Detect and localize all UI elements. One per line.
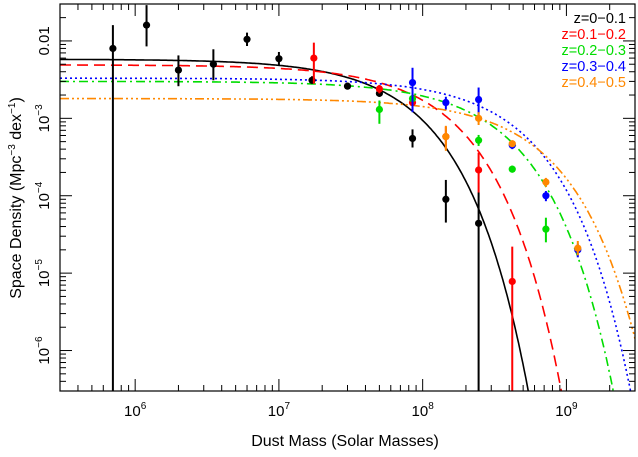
x-tick-label: 108 bbox=[412, 401, 435, 420]
y-tick-label: 10−5 bbox=[34, 259, 53, 288]
axis-ticks bbox=[59, 3, 636, 392]
data-point bbox=[542, 225, 550, 233]
fit-curve bbox=[60, 58, 530, 391]
y-tick-label: 0.01 bbox=[36, 26, 53, 55]
y-tick-label: 10−4 bbox=[34, 181, 53, 210]
data-point bbox=[375, 85, 383, 93]
data-point bbox=[174, 66, 183, 74]
x-tick-label: 109 bbox=[555, 401, 578, 420]
axis-tick-labels: 106 107 108 109 0.01 10−3 10−4 10−5 10−6 bbox=[34, 26, 578, 420]
data-point bbox=[508, 277, 516, 286]
y-tick-label: 10−6 bbox=[34, 336, 53, 365]
data-point bbox=[243, 35, 251, 43]
legend-entry: z=0.1−0.2 bbox=[562, 27, 627, 43]
fit-curve bbox=[60, 64, 563, 391]
data-point bbox=[408, 78, 417, 87]
x-tick-label: 107 bbox=[268, 401, 291, 420]
data-point bbox=[508, 140, 516, 148]
data-point bbox=[442, 195, 450, 203]
data-point bbox=[408, 134, 417, 143]
x-tick-label: 106 bbox=[124, 401, 147, 420]
data-point bbox=[542, 192, 550, 200]
x-axis-title: Dust Mass (Solar Masses) bbox=[251, 433, 439, 450]
data-point bbox=[375, 105, 383, 114]
fit-curve bbox=[60, 97, 635, 339]
data-point bbox=[109, 44, 117, 53]
legend-entry: z=0.3−0.4 bbox=[562, 59, 627, 75]
y-axis-title: Space Density (Mpc−3 dex−1) bbox=[7, 97, 25, 299]
data-point bbox=[475, 219, 483, 227]
data-point bbox=[542, 178, 550, 186]
data-point bbox=[475, 166, 483, 174]
data-point bbox=[475, 114, 483, 122]
legend: z=0−0.1z=0.1−0.2z=0.2−0.3z=0.3−0.4z=0.4−… bbox=[562, 11, 627, 91]
data-point bbox=[574, 244, 582, 252]
data-point bbox=[275, 55, 283, 63]
fit-curve bbox=[60, 77, 632, 391]
fit-curves bbox=[60, 58, 635, 391]
data-point bbox=[209, 60, 217, 68]
legend-entry: z=0−0.1 bbox=[574, 11, 626, 27]
data-point bbox=[475, 136, 483, 144]
data-point bbox=[475, 95, 483, 104]
fit-curve bbox=[60, 80, 615, 391]
data-point bbox=[508, 165, 516, 173]
data-point bbox=[343, 82, 352, 90]
data-point bbox=[142, 21, 151, 29]
data-point bbox=[442, 98, 450, 107]
legend-entry: z=0.2−0.3 bbox=[562, 43, 627, 59]
y-tick-label: 10−3 bbox=[34, 104, 53, 133]
data-points bbox=[109, 5, 582, 391]
legend-entry: z=0.4−0.5 bbox=[562, 75, 627, 91]
data-point bbox=[442, 133, 450, 141]
data-point bbox=[310, 54, 318, 62]
